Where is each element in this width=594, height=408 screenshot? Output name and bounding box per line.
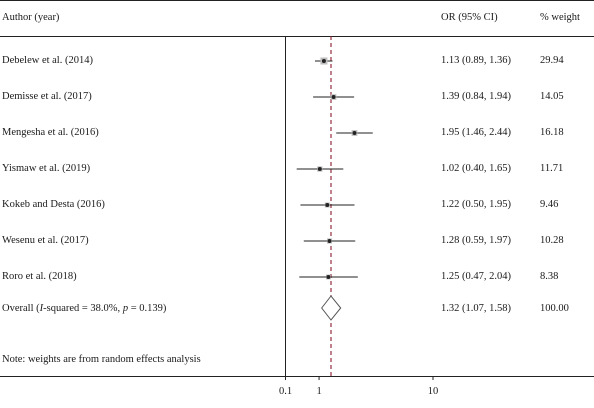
- study-point: [327, 239, 332, 243]
- study-ci-text: 1.39 (0.84, 1.94): [441, 91, 511, 102]
- overall-weight: 100.00: [540, 303, 569, 314]
- study-ci-text: 1.28 (0.59, 1.97): [441, 235, 511, 246]
- top-rule: [0, 0, 594, 1]
- study-label: Roro et al. (2018): [2, 271, 77, 282]
- study-weight: 16.18: [540, 127, 564, 138]
- header-rule: [0, 36, 594, 37]
- study-weight: 8.38: [540, 271, 559, 282]
- header-author: Author (year): [2, 12, 60, 23]
- study-ci-text: 1.02 (0.40, 1.65): [441, 163, 511, 174]
- study-ci-text: 1.95 (1.46, 2.44): [441, 127, 511, 138]
- study-weight: 11.71: [540, 163, 564, 174]
- study-point: [326, 275, 331, 279]
- header-ci: OR (95% CI): [441, 12, 498, 23]
- study-point: [331, 95, 336, 99]
- study-weight: 29.94: [540, 55, 564, 66]
- study-label: Yismaw et al. (2019): [2, 163, 91, 174]
- x-tick-label: 1: [316, 386, 321, 397]
- study-weight: 14.05: [540, 91, 564, 102]
- x-tick-label: 10: [428, 386, 439, 397]
- study-label: Wesenu et al. (2017): [2, 235, 89, 246]
- study-ci-text: 1.25 (0.47, 2.04): [441, 271, 511, 282]
- header-weight: % weight: [540, 12, 580, 23]
- study-label: Mengesha et al. (2016): [2, 127, 99, 138]
- study-point: [352, 131, 357, 135]
- study-point: [317, 167, 322, 171]
- study-label: Debelew et al. (2014): [2, 55, 93, 66]
- bottom-rule: [0, 376, 594, 377]
- overall-label: Overall (I-squared = 38.0%, p = 0.139): [2, 303, 167, 314]
- footnote: Note: weights are from random effects an…: [2, 354, 201, 365]
- overall-diamond: [321, 295, 342, 321]
- study-label: Demisse et al. (2017): [2, 91, 92, 102]
- study-point: [321, 59, 326, 63]
- study-point: [325, 203, 330, 207]
- study-label: Kokeb and Desta (2016): [2, 199, 105, 210]
- overall-ci-text: 1.32 (1.07, 1.58): [441, 303, 511, 314]
- study-weight: 10.28: [540, 235, 564, 246]
- study-ci-text: 1.13 (0.89, 1.36): [441, 55, 511, 66]
- x-tick-label: 0.1: [279, 386, 292, 397]
- study-ci-text: 1.22 (0.50, 1.95): [441, 199, 511, 210]
- study-weight: 9.46: [540, 199, 559, 210]
